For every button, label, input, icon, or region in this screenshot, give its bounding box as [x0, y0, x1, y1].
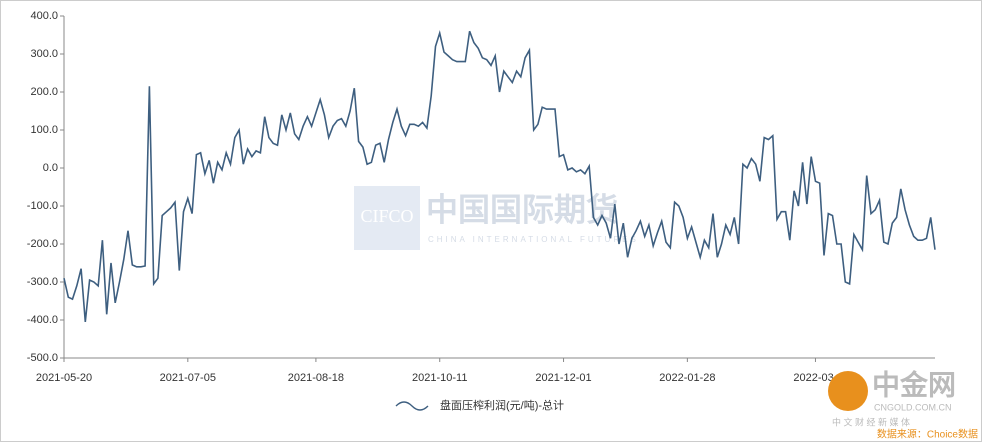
watermark-logo: [354, 186, 420, 250]
site-tagline: 中 文 财 经 新 媒 体: [832, 416, 910, 427]
site-name: 中金网: [872, 368, 956, 400]
watermark-name: 中国国际期货: [426, 191, 618, 227]
watermark-brand: CIFCO: [360, 206, 413, 226]
x-tick-label: 2021-12-01: [535, 372, 591, 384]
y-tick-label: 100.0: [30, 124, 58, 136]
x-tick-label: 2021-08-18: [288, 372, 344, 384]
watermark-name-en: CHINA INTERNATIONAL FUTURES: [428, 235, 639, 244]
y-tick-label: -500.0: [27, 352, 58, 364]
y-tick-label: 400.0: [30, 10, 58, 22]
legend-label: 盘面压榨利润(元/吨)-总计: [440, 398, 564, 412]
y-tick-label: 0.0: [43, 162, 58, 174]
series-line: [63, 30, 936, 322]
x-tick-label: 2022-03-: [793, 372, 837, 384]
y-tick-label: -100.0: [27, 200, 58, 212]
y-tick-label: -300.0: [27, 276, 58, 288]
legend-swatch: [395, 401, 429, 411]
x-tick-label: 2021-10-11: [412, 372, 467, 384]
y-tick-label: -200.0: [27, 238, 58, 250]
y-tick-label: 200.0: [30, 86, 58, 98]
y-tick-label: 300.0: [30, 48, 58, 60]
x-tick-label: 2021-07-05: [160, 372, 216, 384]
source: 数据来源：Choice数据: [877, 428, 978, 441]
x-tick-label: 2022-01-28: [659, 372, 715, 384]
x-tick-label: 2021-05-20: [36, 372, 92, 384]
site-url: CNGOLD.COM.CN: [874, 402, 952, 412]
y-tick-label: -400.0: [27, 314, 58, 326]
site-logo: [828, 371, 868, 411]
